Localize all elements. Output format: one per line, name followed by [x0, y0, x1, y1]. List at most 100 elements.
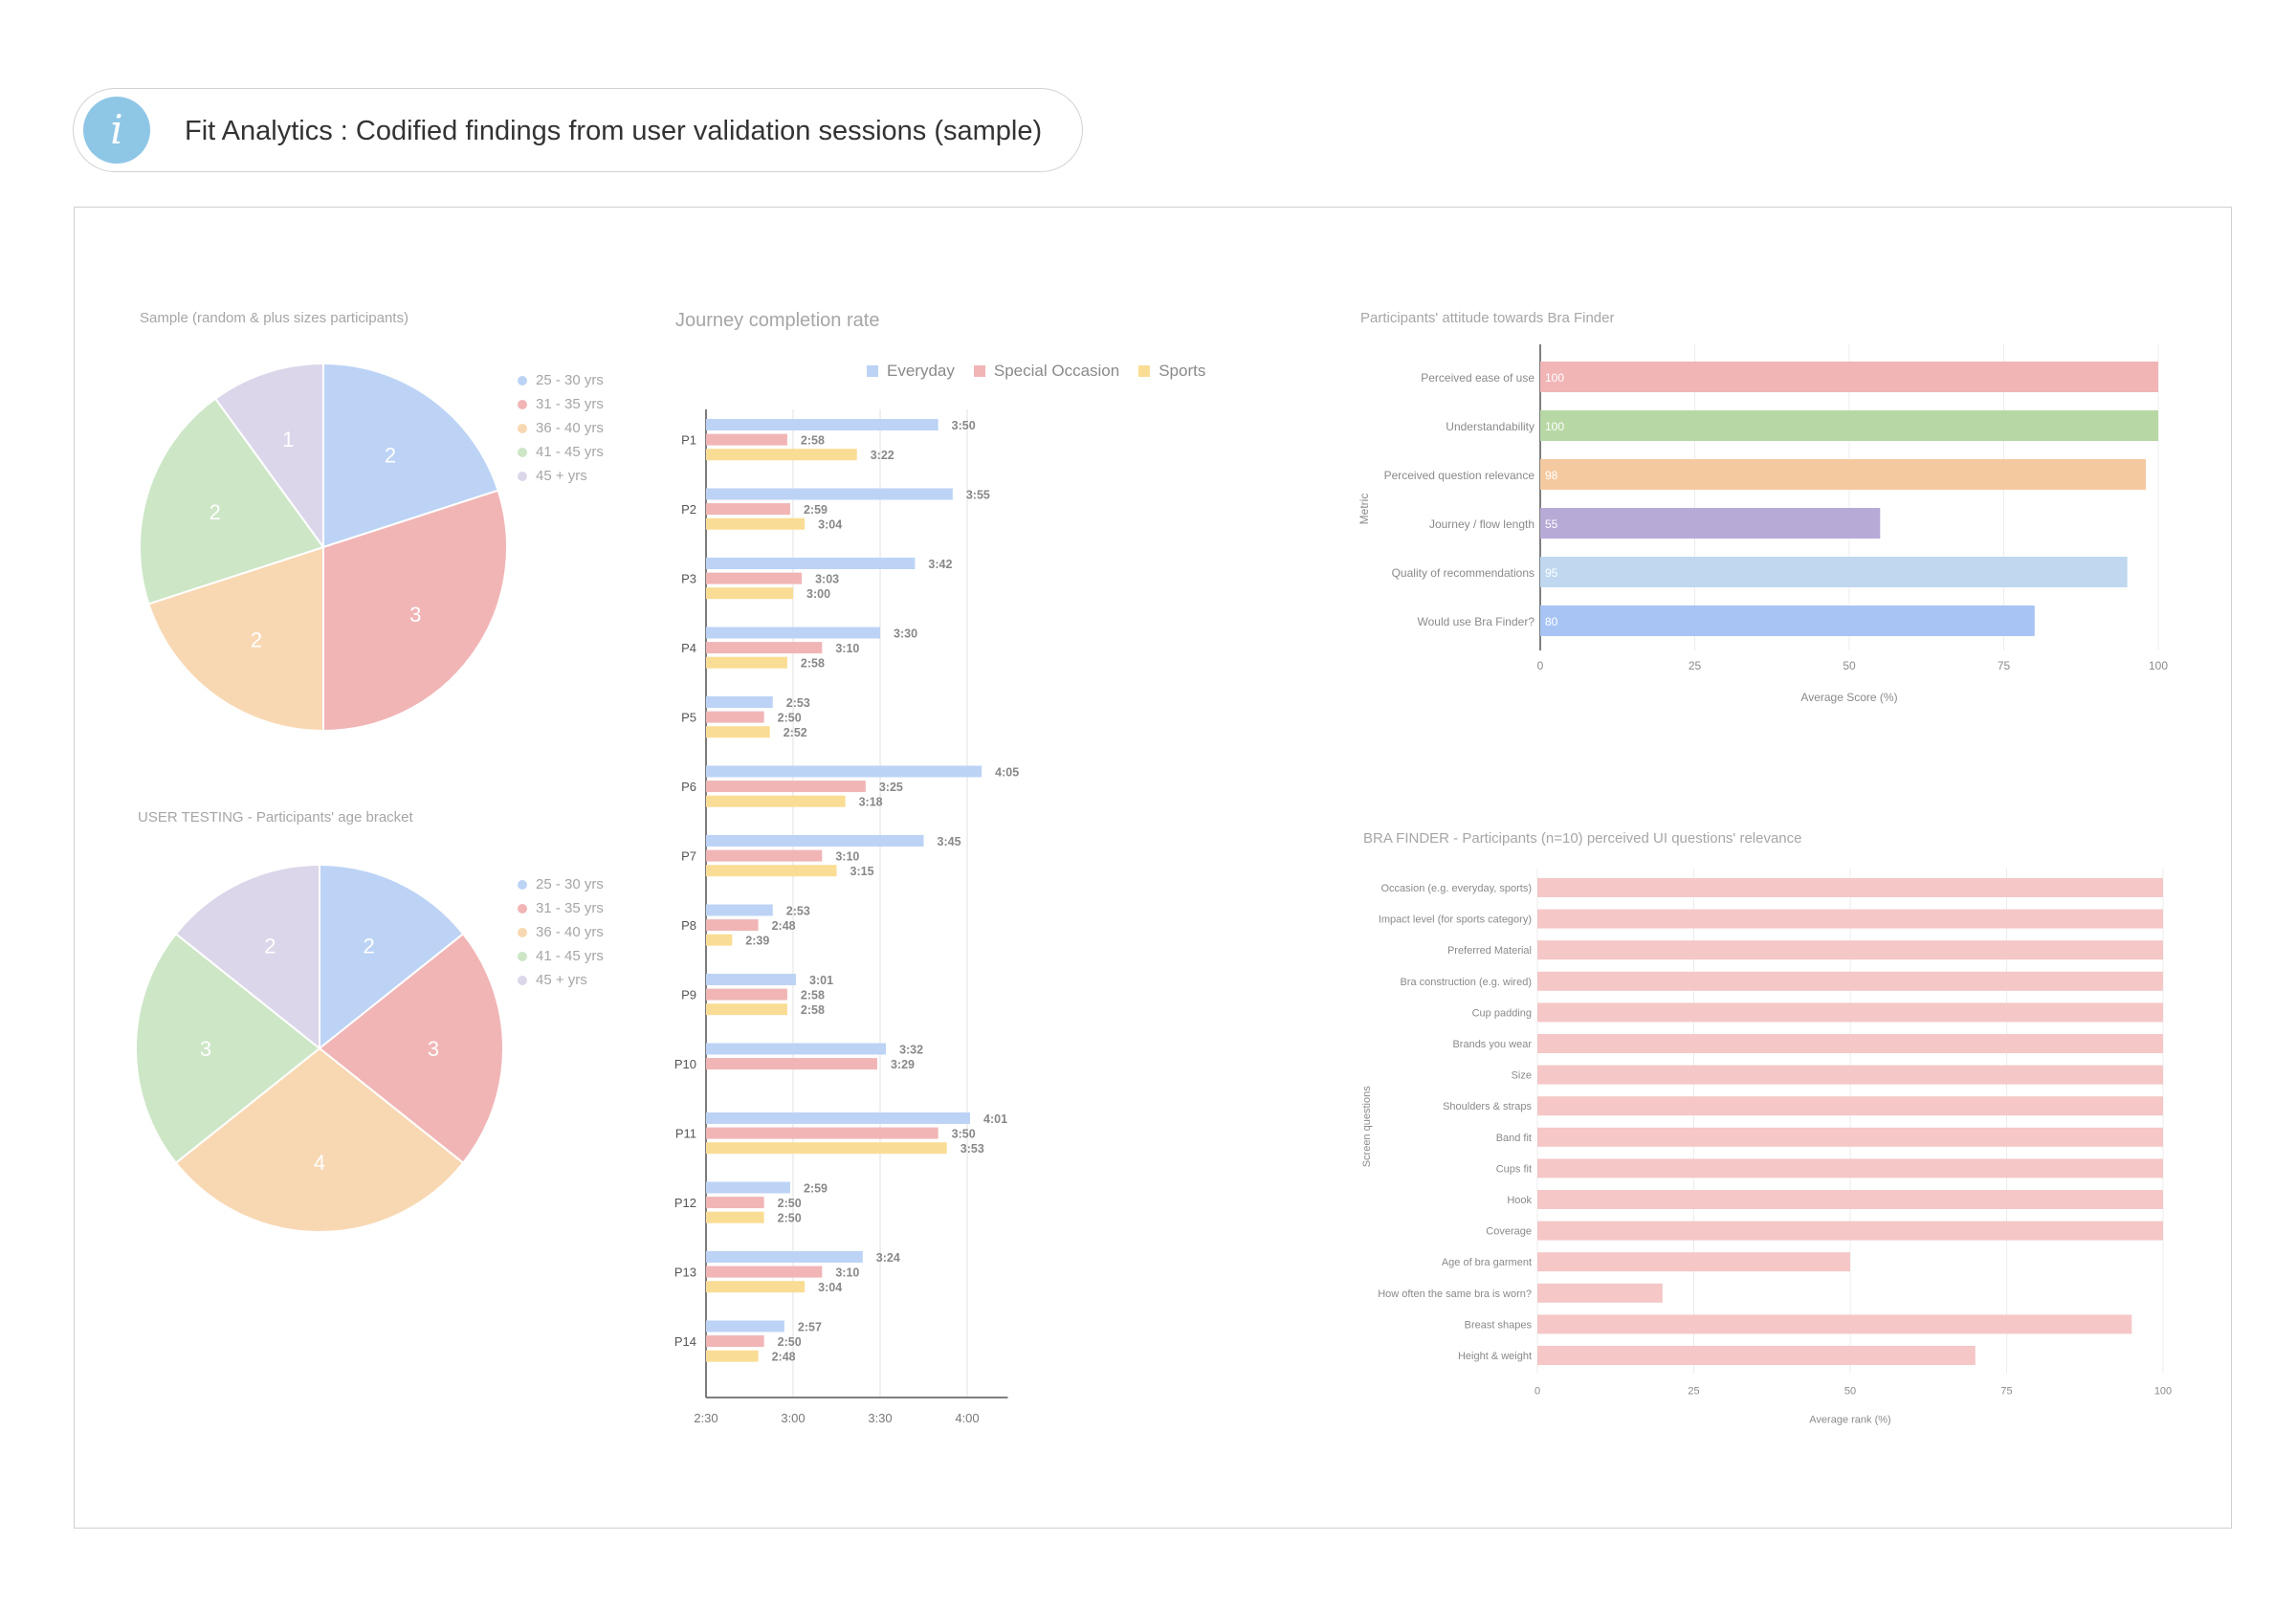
bar-value-label: 2:59 [804, 1182, 828, 1196]
bar-p13-3 [706, 1281, 806, 1293]
relevance-bar [1537, 1252, 1850, 1272]
bar-p6-3 [706, 795, 846, 807]
category-label: P14 [674, 1334, 696, 1349]
pie-slice-2 [318, 932, 504, 1165]
category-label: How often the same bra is worn? [1378, 1288, 1532, 1300]
bar-value-label: 2:50 [778, 1212, 802, 1225]
legend-dot [518, 927, 527, 937]
y-axis-label: Screen questions [1361, 1086, 1373, 1167]
bar-value-label: 80 [1545, 615, 1558, 628]
relevance-bar [1537, 909, 2163, 929]
bar-value-label: 3:01 [809, 974, 833, 987]
legend-label: 45 + yrs [536, 468, 587, 484]
bar-value-label: 100 [1545, 371, 1564, 385]
relevance-chart: 0 25 50 75 100 Average rank (%) Screen questio… [1361, 869, 2172, 1426]
legend-label: 41 - 45 yrs [536, 948, 604, 964]
x-tick-label: 4:00 [955, 1411, 979, 1425]
x-tick-label: 100 [2154, 1386, 2172, 1398]
relevance-bar [1537, 1190, 2163, 1209]
category-label: Would use Bra Finder? [1417, 615, 1534, 628]
category-label: Coverage [1486, 1226, 1532, 1238]
bar-value-label: 2:58 [801, 989, 825, 1002]
relevance-bar [1537, 1002, 2163, 1023]
category-label: Breast shapes [1465, 1319, 1533, 1331]
bar-value-label: 95 [1545, 566, 1558, 580]
bar-p8-2 [706, 919, 759, 932]
pie-slice-1 [322, 362, 499, 549]
category-label: P9 [681, 988, 696, 1002]
legend-label: 25 - 30 yrs [536, 372, 604, 388]
legend-dot [518, 879, 527, 890]
pie-slice-label: 2 [210, 500, 221, 524]
attitude-bar [1540, 605, 2035, 636]
bar-p4-2 [706, 642, 823, 654]
bar-p8-1 [706, 904, 773, 916]
dashboard-panel [74, 207, 2232, 1529]
bar-value-label: 3:45 [938, 835, 961, 848]
bar-p2-3 [706, 517, 806, 530]
legend-label: 41 - 45 yrs [536, 444, 604, 460]
bar-p2-2 [706, 503, 790, 516]
bar-value-label: 3:32 [899, 1044, 923, 1057]
pie2-title: USER TESTING - Participants' age bracket [138, 809, 413, 826]
category-label: P3 [681, 572, 696, 586]
bar-p8-3 [706, 934, 733, 946]
bar-p9-1 [706, 974, 797, 985]
relevance-bar [1537, 878, 2163, 897]
pie2-chart: 2 3 4 3 2 [135, 863, 504, 1233]
bar-p10-2 [706, 1058, 877, 1070]
bar-value-label: 3:29 [891, 1058, 915, 1071]
legend-dot [518, 903, 527, 914]
bar-p14-1 [706, 1320, 784, 1332]
legend-dot [518, 375, 527, 385]
relevance-bar [1537, 1221, 2163, 1241]
pie1-legend: 25 - 30 yrs 31 - 35 yrs 36 - 40 yrs 41 - 45… [518, 368, 604, 488]
bar-p11-2 [706, 1127, 938, 1139]
category-label: P7 [681, 849, 696, 864]
attitude-bar [1540, 362, 2158, 392]
bar-p14-3 [706, 1350, 759, 1362]
bar-p7-1 [706, 835, 924, 847]
x-axis-label: Average rank (%) [1809, 1415, 1890, 1426]
category-label: Shoulders & straps [1443, 1101, 1532, 1112]
bar-p1-1 [706, 419, 938, 430]
bar-p9-2 [706, 988, 787, 1001]
bar-p1-2 [706, 433, 787, 446]
legend-item: 45 + yrs [518, 464, 604, 488]
relevance-title: BRA FINDER - Participants (n=10) perceiv… [1363, 830, 1802, 847]
bar-value-label: 2:52 [784, 726, 807, 739]
bar-p4-1 [706, 627, 880, 639]
category-label: Band fit [1496, 1133, 1532, 1144]
bar-value-label: 3:53 [960, 1142, 984, 1156]
bar-value-label: 3:50 [952, 1128, 976, 1141]
relevance-bar [1537, 971, 2163, 991]
legend-swatch [973, 365, 985, 377]
legend-dot [518, 975, 527, 985]
journey-legend: Everyday Special Occasion Sports [867, 362, 1205, 381]
pie-slice-label: 1 [282, 428, 294, 451]
attitude-bar [1540, 557, 2128, 587]
category-label: P2 [681, 502, 696, 517]
legend-item: 41 - 45 yrs [518, 440, 604, 464]
bar-value-label: 3:03 [815, 573, 839, 586]
legend-item: 31 - 35 yrs [518, 896, 604, 920]
x-tick-label: 50 [1843, 659, 1856, 672]
category-label: P10 [674, 1057, 696, 1071]
journey-title: Journey completion rate [675, 310, 880, 331]
legend-swatch [1138, 365, 1151, 377]
legend-dot [518, 423, 527, 433]
attitude-title: Participants' attitude towards Bra Finde… [1360, 310, 1615, 326]
bar-p1-3 [706, 449, 857, 461]
category-label: Hook [1507, 1195, 1532, 1206]
legend-item: 31 - 35 yrs [518, 392, 604, 416]
legend-dot [518, 951, 527, 961]
bar-p13-2 [706, 1266, 823, 1278]
relevance-bar [1537, 1096, 2163, 1116]
bar-p12-2 [706, 1197, 764, 1209]
pie2-legend: 25 - 30 yrs 31 - 35 yrs 36 - 40 yrs 41 - 45… [518, 872, 604, 992]
pie1-title: Sample (random & plus sizes participants… [140, 310, 408, 326]
legend-label: 36 - 40 yrs [536, 924, 604, 940]
bar-value-label: 3:24 [876, 1251, 900, 1265]
bar-value-label: 2:48 [772, 919, 796, 933]
category-label: P11 [675, 1127, 696, 1141]
